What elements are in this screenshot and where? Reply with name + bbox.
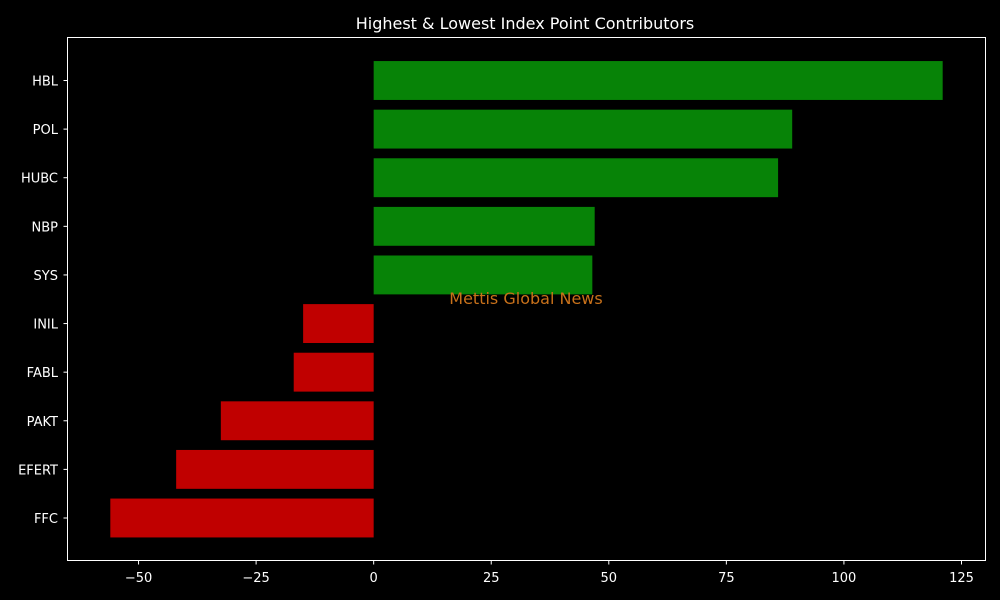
y-tick-label: INIL	[33, 318, 58, 333]
y-tick-label: NBP	[32, 220, 59, 235]
x-tick-label: 0	[370, 571, 378, 586]
bar-nbp	[373, 206, 595, 246]
x-tick-label: 125	[949, 571, 974, 586]
x-tick-label: 25	[483, 571, 500, 586]
y-axis: HBL POL HUBC NBP SYS INIL FABL PAKT EFERT FFC	[18, 75, 68, 527]
bar-pol	[373, 109, 793, 149]
chart-title: Highest & Lowest Index Point Contributor…	[356, 14, 695, 33]
y-tick-label: SYS	[34, 269, 58, 284]
bar-sys	[373, 255, 593, 295]
bar-ffc	[110, 498, 374, 538]
x-tick-label: 50	[601, 571, 618, 586]
y-tick-label: FFC	[34, 512, 58, 527]
bar-fabl	[293, 352, 374, 392]
y-tick-label: FABL	[27, 366, 59, 381]
y-tick-label: EFERT	[18, 463, 58, 478]
y-tick-label: HBL	[32, 75, 59, 90]
x-tick-label: −25	[242, 571, 269, 586]
bar-hbl	[373, 61, 943, 100]
x-tick-label: 75	[718, 571, 735, 586]
x-axis: −50 −25 0 25 50 75 100 125	[125, 560, 974, 586]
x-tick-label: −50	[125, 571, 152, 586]
bar-pakt	[220, 401, 374, 441]
y-tick-label: POL	[33, 123, 59, 138]
bars-group	[110, 61, 943, 538]
y-tick-label: PAKT	[27, 415, 58, 430]
bar-inil	[303, 304, 374, 343]
x-tick-label: 100	[832, 571, 857, 586]
bar-efert	[176, 449, 374, 489]
axes-frame	[67, 37, 986, 561]
watermark-text: Mettis Global News	[449, 289, 602, 308]
bar-hubc	[373, 158, 779, 198]
y-tick-label: HUBC	[21, 172, 58, 187]
